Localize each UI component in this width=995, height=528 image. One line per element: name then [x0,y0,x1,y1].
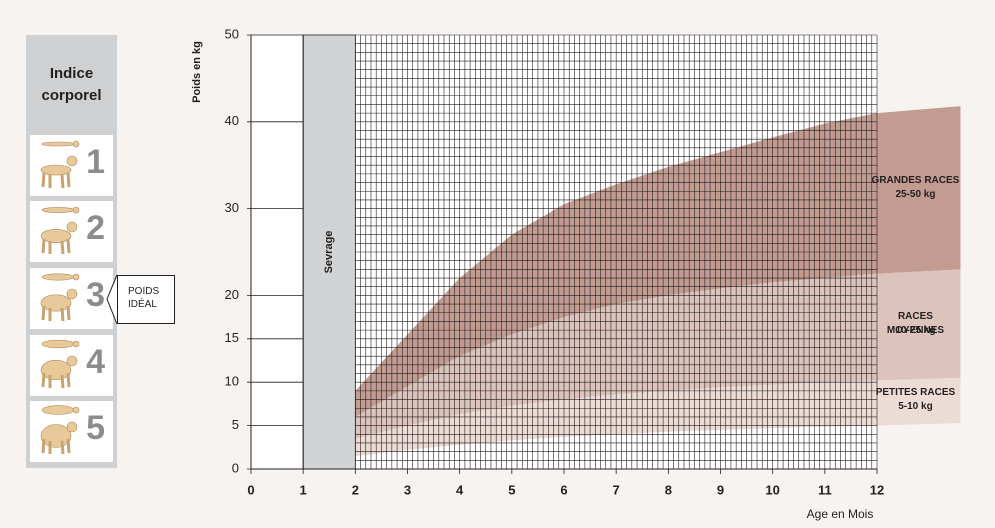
x-tick-label: 2 [352,482,359,497]
y-tick-label: 50 [225,26,239,41]
x-tick-label: 5 [508,482,515,497]
dog-icon [40,273,80,322]
y-tick-label: 5 [232,417,239,432]
band-range: 10-25 kg [895,324,936,336]
x-tick-label: 6 [560,482,567,497]
body-index-card: 5 [30,401,113,462]
y-tick-label: 20 [225,287,239,302]
shaded-region [302,34,356,470]
dog-icon [40,405,80,455]
y-tick-label: 15 [225,330,239,345]
band-label: RACES MOYENNES [886,310,945,336]
shaded-region-label: Sevrage [323,231,335,274]
y-tick-label: 30 [225,200,239,215]
x-tick-label: 1 [300,482,307,497]
body-index-card: 1 [30,135,113,196]
body-index-card: 2 [30,201,113,262]
band-range: 5-10 kg [898,401,933,413]
x-axis-label: Age en Mois [807,507,874,521]
x-tick-label: 7 [613,482,620,497]
x-tick-label: 10 [765,482,779,497]
dog-icon [40,206,80,255]
body-index-panel: Indice corporel 1 2 3 4 5 [26,35,117,468]
x-tick-label: 11 [818,482,832,497]
panel-title: Indice corporel [41,65,102,104]
body-index-card: 3 [30,268,113,329]
x-tick-label: 9 [717,482,724,497]
dog-icon [40,339,80,389]
level-number: 3 [86,276,105,314]
y-tick-label: 10 [225,374,239,389]
band-range: 25-50 kg [895,188,936,200]
level-number: 2 [86,209,105,247]
level-number: 1 [86,143,105,181]
x-tick-label: 4 [456,482,464,497]
level-number: 4 [86,343,105,381]
body-index-card: 4 [30,335,113,396]
y-axis-label: Poids en kg [191,41,203,103]
x-tick-label: 0 [247,482,254,497]
level-number: 5 [86,409,105,447]
dog-icon [40,140,80,189]
y-tick-label: 40 [225,113,239,128]
y-tick-label: 0 [232,460,239,475]
callout-pointer [106,274,118,325]
x-tick-label: 12 [870,482,884,497]
band-label: PETITES RACES [875,387,956,399]
x-tick-label: 8 [665,482,672,497]
callout: POIDS IDÉAL [117,275,175,324]
band-label: GRANDES RACES [871,174,960,186]
x-tick-label: 3 [404,482,411,497]
